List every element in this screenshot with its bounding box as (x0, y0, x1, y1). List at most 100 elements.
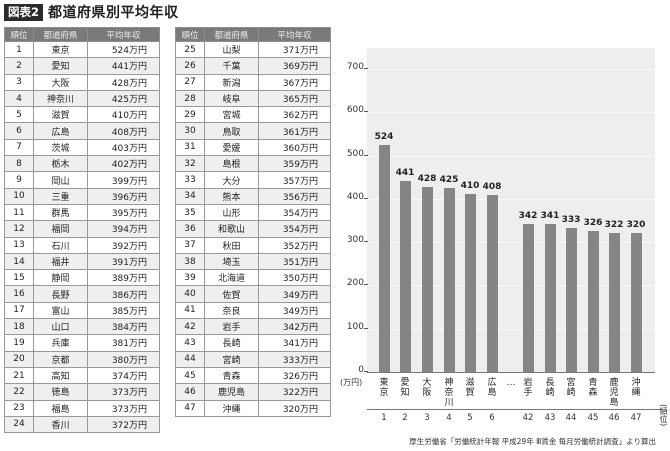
bar-value-label: 341 (540, 211, 560, 222)
rank-cell: 24 (4, 415, 34, 434)
rank-cell: 35 (175, 203, 205, 222)
table-row: 13 石川 392万円 (4, 236, 160, 254)
prefecture-cell: 沖縄 (204, 399, 259, 417)
prefecture-cell: 宮城 (204, 106, 259, 124)
prefecture-cell: 大分 (204, 171, 259, 189)
table-row: 17 富山 385万円 (4, 301, 160, 320)
prefecture-cell: 山形 (204, 203, 259, 222)
table-row: 45 青森 326万円 (175, 366, 331, 385)
prefecture-cell: 福岡 (33, 220, 88, 238)
table-row: 46 鹿児島 322万円 (175, 383, 331, 401)
bar-value-label: 425 (439, 174, 459, 185)
table-row: 22 徳島 373万円 (4, 383, 160, 401)
table-row: 7 茨城 403万円 (4, 138, 160, 157)
y-tick-label: 500 (340, 149, 368, 159)
income-cell: 367万円 (258, 73, 331, 91)
prefecture-cell: 東京 (33, 40, 88, 59)
prefecture-cell: 鳥取 (204, 122, 259, 140)
plot-area (367, 48, 655, 372)
rank-cell: 39 (175, 269, 205, 287)
income-cell: 369万円 (258, 57, 331, 75)
rank-label: 2 (402, 413, 408, 423)
rank-cell: 8 (4, 155, 34, 173)
rank-cell: 20 (4, 350, 34, 368)
header-income: 平均年収 (258, 27, 331, 42)
bar (486, 195, 498, 372)
table-row: 18 山口 384万円 (4, 318, 160, 336)
rank-cell: 18 (4, 318, 34, 336)
bar (587, 230, 599, 372)
bar (608, 232, 620, 372)
x-category-label: 大阪 (422, 378, 432, 398)
prefecture-cell: 徳島 (33, 383, 88, 401)
income-cell: 342万円 (258, 318, 331, 336)
income-cell: 341万円 (258, 334, 331, 352)
income-cell: 524万円 (87, 40, 160, 59)
prefecture-cell: 大阪 (33, 73, 88, 91)
prefecture-cell: 秋田 (204, 236, 259, 254)
table-row: 11 群馬 395万円 (4, 203, 160, 222)
table-row: 37 秋田 352万円 (175, 236, 331, 254)
y-tick-label: 400 (340, 192, 368, 202)
income-cell: 365万円 (258, 89, 331, 108)
header-income: 平均年収 (87, 27, 160, 42)
prefecture-cell: 高知 (33, 366, 88, 385)
rank-cell: 5 (4, 106, 34, 124)
rank-cell: 13 (4, 236, 34, 254)
income-cell: 360万円 (258, 138, 331, 157)
income-cell: 373万円 (87, 399, 160, 417)
table-row: 47 沖縄 320万円 (175, 399, 331, 417)
gridline (367, 112, 655, 114)
bar (565, 227, 577, 372)
prefecture-cell: 宮崎 (204, 350, 259, 368)
table-row: 44 宮崎 333万円 (175, 350, 331, 368)
table-row: 41 奈良 349万円 (175, 301, 331, 320)
income-cell: 322万円 (258, 383, 331, 401)
income-cell: 333万円 (258, 350, 331, 368)
table-row: 26 千葉 369万円 (175, 57, 331, 75)
rank-cell: 11 (4, 203, 34, 222)
rank-cell: 44 (175, 350, 205, 368)
prefecture-cell: 奈良 (204, 301, 259, 320)
income-cell: 350万円 (258, 269, 331, 287)
table-row: 4 神奈川 425万円 (4, 89, 160, 108)
rank-cell: 28 (175, 89, 205, 108)
income-cell: 349万円 (258, 301, 331, 320)
rank-cell: 10 (4, 187, 34, 205)
y-tick-label: 0 (340, 365, 368, 375)
rank-divider (367, 409, 662, 410)
prefecture-cell: 神奈川 (33, 89, 88, 108)
rank-cell: 22 (4, 383, 34, 401)
prefecture-cell: 山梨 (204, 40, 259, 59)
figure-badge: 図表2 (4, 3, 44, 21)
prefecture-cell: 鹿児島 (204, 383, 259, 401)
income-cell: 386万円 (87, 285, 160, 303)
gridline (367, 242, 655, 244)
bar (378, 145, 390, 372)
table-row: 36 和歌山 354万円 (175, 220, 331, 238)
income-cell: 410万円 (87, 106, 160, 124)
prefecture-cell: 新潟 (204, 73, 259, 91)
rank-label: 43 (544, 413, 556, 423)
header-rank: 順位 (175, 27, 205, 42)
y-tick-label: 600 (340, 105, 368, 115)
rank-cell: 12 (4, 220, 34, 238)
rank-cell: 31 (175, 138, 205, 157)
prefecture-cell: 愛媛 (204, 138, 259, 157)
prefecture-cell: 千葉 (204, 57, 259, 75)
rank-cell: 21 (4, 366, 34, 385)
income-bar-chart: (万円) (順位) 0 100 200 300 400 500 600 700 524 東京 1 44… (340, 40, 670, 451)
rank-cell: 17 (4, 301, 34, 320)
rank-label: 4 (446, 413, 452, 423)
prefecture-cell: 岩手 (204, 318, 259, 336)
income-cell: 384万円 (87, 318, 160, 336)
x-category-label: 宮崎 (566, 378, 576, 398)
rank-axis-label: (順位) (659, 404, 668, 427)
rank-label: 45 (587, 413, 599, 423)
rank-cell: 19 (4, 334, 34, 352)
bar-value-label: 333 (561, 214, 581, 225)
table-row: 25 山梨 371万円 (175, 40, 331, 59)
table-row: 32 島根 359万円 (175, 155, 331, 173)
gridline (367, 328, 655, 330)
x-axis-baseline (367, 372, 655, 373)
